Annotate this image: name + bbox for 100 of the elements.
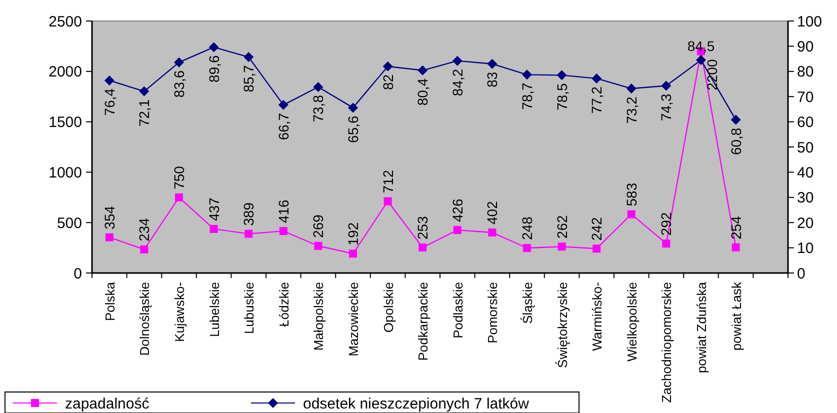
data-label: 2200 xyxy=(704,59,720,90)
point xyxy=(139,86,150,96)
data-label: 437 xyxy=(206,197,222,221)
point xyxy=(487,58,498,69)
data-label: 426 xyxy=(449,198,466,222)
point xyxy=(556,70,567,80)
point xyxy=(244,52,254,62)
data-label: 66,7 xyxy=(275,112,292,140)
data-label: 82 xyxy=(380,74,396,90)
x-tick-label: Podkarpackie xyxy=(416,282,431,361)
point xyxy=(418,244,427,252)
y-tick-label: 0 xyxy=(74,265,82,282)
x-tick-label: Opolskie xyxy=(380,282,396,333)
y2-tick-label: 30 xyxy=(797,190,814,207)
point xyxy=(348,102,358,113)
point xyxy=(523,244,531,252)
y2-tick-label: 50 xyxy=(797,139,814,156)
x-tick-label: Lubuskie xyxy=(242,282,257,334)
x-tick-label: Zachodniopomorskie xyxy=(659,282,674,403)
x-tick-label: Dolnośląskie xyxy=(137,282,152,356)
data-label: 402 xyxy=(484,200,500,224)
point xyxy=(662,240,670,248)
y-tick-label: 1500 xyxy=(48,114,82,132)
point xyxy=(278,100,288,110)
point xyxy=(592,244,601,253)
data-label: 416 xyxy=(275,199,292,224)
data-label: 73,8 xyxy=(310,94,326,122)
data-label: 65,6 xyxy=(345,115,361,143)
data-label: 76,4 xyxy=(101,88,118,116)
point xyxy=(313,82,324,92)
y2-tick-label: 60 xyxy=(797,114,814,132)
data-label: 60,8 xyxy=(728,128,744,156)
point xyxy=(453,226,462,234)
x-tick-label: powiat Zduńska xyxy=(694,281,709,374)
point xyxy=(522,70,532,80)
y2-tick-label: 70 xyxy=(797,88,814,106)
data-label: 192 xyxy=(345,222,361,246)
data-label: 85,7 xyxy=(240,64,257,92)
y2-tick-label: 40 xyxy=(797,164,814,182)
data-label: 750 xyxy=(171,166,187,190)
data-label: 72,1 xyxy=(136,99,152,127)
y2-tick-label: 10 xyxy=(797,240,814,258)
point xyxy=(626,84,636,94)
y-tick-label: 500 xyxy=(56,214,82,232)
point xyxy=(384,197,392,206)
x-tick-label: Mazowieckie xyxy=(346,282,361,356)
point xyxy=(140,245,148,254)
data-label: 78,5 xyxy=(554,82,570,110)
y-tick-label: 2000 xyxy=(48,64,82,81)
data-label: 242 xyxy=(588,217,605,241)
y2-tick-label: 90 xyxy=(797,38,814,56)
y-tick-label: 1000 xyxy=(48,164,82,182)
point xyxy=(349,250,357,258)
data-label: 74,3 xyxy=(658,94,674,122)
data-label: 269 xyxy=(310,214,326,238)
data-label: 254 xyxy=(728,216,744,240)
data-label: 77,2 xyxy=(588,86,605,114)
data-label: 80,4 xyxy=(414,78,431,106)
point xyxy=(558,242,566,251)
data-label: 262 xyxy=(554,215,570,239)
point xyxy=(696,55,706,66)
x-tick-label: Kujawsko- xyxy=(172,282,187,342)
data-label: 234 xyxy=(136,218,152,242)
point xyxy=(244,230,253,238)
data-label: 253 xyxy=(414,216,431,240)
point xyxy=(732,243,740,252)
x-tick-label: Łódzkie xyxy=(276,282,292,327)
x-tick-label: powiat Łask xyxy=(728,282,744,351)
point xyxy=(418,65,428,76)
point xyxy=(730,114,741,125)
x-tick-label: Podlaskie xyxy=(450,282,466,338)
point xyxy=(488,228,496,236)
point xyxy=(175,193,183,202)
y2-tick-label: 0 xyxy=(797,265,806,282)
point xyxy=(382,61,393,72)
point xyxy=(210,224,218,233)
x-tick-label: Świętokrzyskie xyxy=(554,282,570,368)
y2-tick-label: 80 xyxy=(797,64,814,81)
point xyxy=(627,210,636,218)
point xyxy=(104,75,114,86)
point xyxy=(208,42,219,52)
x-tick-label: Śląskie xyxy=(520,282,535,324)
data-label: 78,7 xyxy=(519,82,535,110)
y2-tick-label: 100 xyxy=(797,13,822,30)
point xyxy=(105,233,114,242)
data-label: 84,2 xyxy=(449,68,466,96)
x-tick-label: Wielkopolskie xyxy=(624,282,640,362)
y-tick-label: 2500 xyxy=(48,13,82,30)
y2-tick-label: 20 xyxy=(797,214,814,232)
data-label: 292 xyxy=(658,212,674,236)
data-label: 84,5 xyxy=(687,38,715,54)
data-label: 248 xyxy=(519,216,535,240)
data-label: 583 xyxy=(623,182,640,206)
legend-label: zapadalność xyxy=(65,395,150,412)
data-label: 712 xyxy=(380,170,396,194)
point xyxy=(452,56,462,66)
x-tick-label: Warmińsko- xyxy=(590,282,605,351)
point xyxy=(174,57,184,68)
data-label: 83 xyxy=(484,72,500,88)
point xyxy=(592,73,602,84)
